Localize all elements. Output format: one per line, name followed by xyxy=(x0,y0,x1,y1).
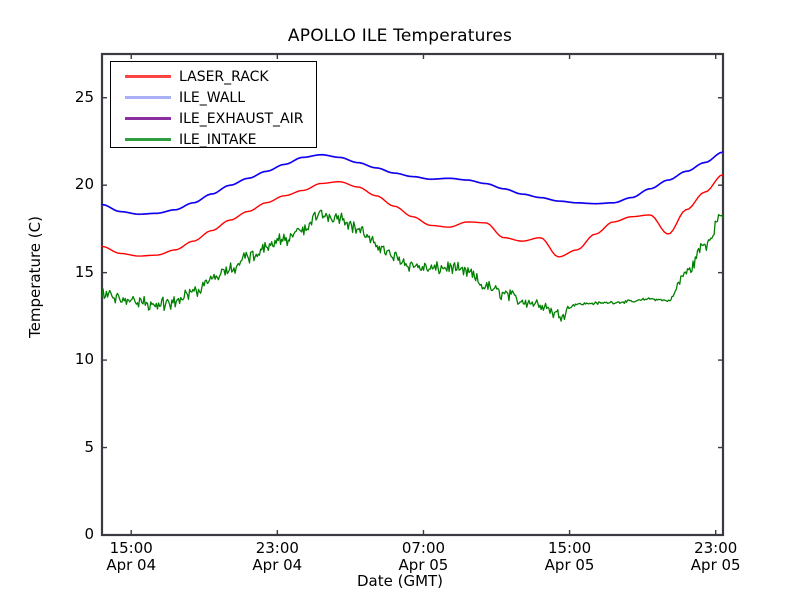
y-tick-label: 15 xyxy=(74,262,94,281)
y-axis-label: Temperature (C) xyxy=(26,216,44,338)
legend-item[interactable]: ILE_WALL xyxy=(117,87,316,108)
legend-color-swatch xyxy=(125,75,171,78)
y-tick-label: 20 xyxy=(74,175,94,194)
x-tick-date: Apr 05 xyxy=(690,556,741,574)
legend-item[interactable]: ILE_EXHAUST_AIR xyxy=(117,108,316,129)
legend-label: ILE_WALL xyxy=(179,89,246,106)
x-axis-label: Date (GMT) xyxy=(356,572,444,590)
legend-label: LASER_RACK xyxy=(179,68,269,85)
x-tick-time: 07:00 xyxy=(401,539,446,557)
legend-label: ILE_EXHAUST_AIR xyxy=(179,110,304,127)
x-tick-date: Apr 04 xyxy=(252,556,303,574)
y-tick-label: 5 xyxy=(84,437,94,456)
x-tick-label: 15:00 Apr 04 xyxy=(71,540,191,574)
y-tick-label: 10 xyxy=(74,350,94,369)
chart-title: APOLLO ILE Temperatures xyxy=(287,26,513,46)
x-tick-time: 15:00 xyxy=(109,539,153,557)
x-tick-label: 23:00 Apr 05 xyxy=(656,540,776,574)
x-tick-time: 15:00 xyxy=(547,539,592,557)
legend-color-swatch xyxy=(125,117,171,120)
x-tick-label: 15:00 Apr 05 xyxy=(510,540,630,574)
x-tick-label: 23:00 Apr 04 xyxy=(217,540,337,574)
legend-label: ILE_INTAKE xyxy=(179,131,257,148)
chart-legend: LASER_RACK ILE_WALL ILE_EXHAUST_AIR ILE_INT… xyxy=(110,61,317,148)
x-tick-date: Apr 05 xyxy=(398,556,449,574)
legend-item[interactable]: ILE_INTAKE xyxy=(117,129,316,150)
y-tick-label: 0 xyxy=(84,525,94,543)
x-tick-date: Apr 04 xyxy=(106,556,157,574)
x-tick-date: Apr 05 xyxy=(544,556,595,574)
y-tick-label: 25 xyxy=(74,87,94,106)
x-tick-label: 07:00 Apr 05 xyxy=(363,540,483,574)
x-tick-time: 23:00 xyxy=(694,539,738,557)
legend-item[interactable]: LASER_RACK xyxy=(117,66,316,87)
legend-color-swatch xyxy=(125,138,171,141)
x-tick-time: 23:00 xyxy=(255,539,299,557)
legend-color-swatch xyxy=(125,96,171,99)
